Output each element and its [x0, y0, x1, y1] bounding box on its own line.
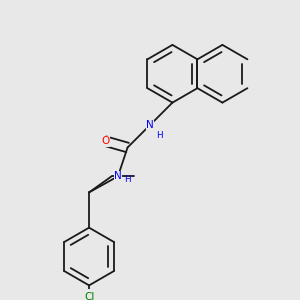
- Text: O: O: [101, 136, 109, 146]
- Text: N: N: [146, 120, 154, 130]
- Text: N: N: [114, 171, 122, 182]
- Text: H: H: [124, 175, 130, 184]
- Text: H: H: [156, 131, 162, 140]
- Text: Cl: Cl: [84, 292, 94, 300]
